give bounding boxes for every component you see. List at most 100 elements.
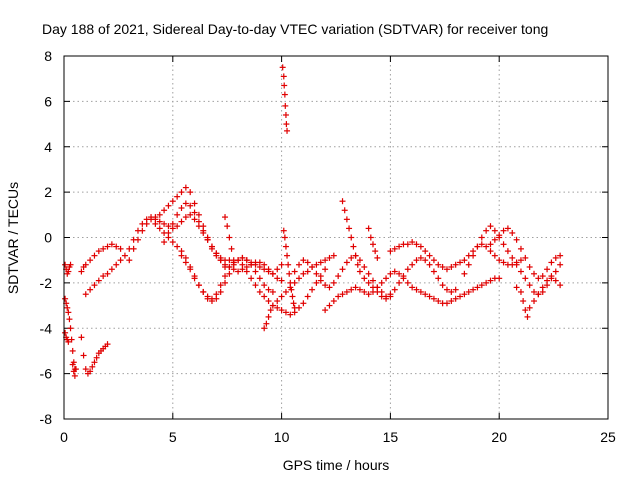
data-point	[535, 275, 542, 282]
data-point	[496, 275, 503, 282]
data-point	[470, 286, 477, 293]
data-point	[517, 268, 524, 275]
data-point	[117, 245, 124, 252]
data-point	[396, 243, 403, 250]
data-point	[365, 225, 372, 232]
data-point	[208, 295, 215, 302]
data-point	[148, 216, 155, 223]
data-point	[235, 268, 242, 275]
data-point	[169, 239, 176, 246]
data-point	[517, 288, 524, 295]
data-point	[435, 298, 442, 305]
chart-title: Day 188 of 2021, Sidereal Day-to-day VTE…	[42, 21, 548, 37]
data-point	[279, 64, 286, 71]
data-point	[256, 288, 263, 295]
data-point	[291, 268, 298, 275]
data-point	[430, 268, 437, 275]
data-point	[62, 295, 69, 302]
data-point	[281, 82, 288, 89]
data-point	[252, 282, 259, 289]
data-point	[65, 309, 72, 316]
data-point	[191, 216, 198, 223]
data-point	[413, 286, 420, 293]
data-point	[378, 279, 385, 286]
data-point	[352, 284, 359, 291]
data-point	[520, 298, 527, 305]
data-point	[69, 361, 76, 368]
data-point	[509, 229, 516, 236]
data-point	[72, 366, 79, 373]
data-point	[304, 293, 311, 300]
data-point	[139, 227, 146, 234]
data-point	[522, 275, 529, 282]
data-point	[269, 288, 276, 295]
data-point	[230, 266, 237, 273]
data-point	[243, 268, 250, 275]
data-point	[161, 239, 168, 246]
data-point	[343, 216, 350, 223]
x-tick-label: 20	[491, 429, 507, 445]
data-point	[226, 234, 233, 241]
data-point	[113, 243, 120, 250]
data-point	[174, 223, 181, 230]
data-point	[291, 304, 298, 311]
series-arc-21	[461, 223, 564, 298]
data-point	[280, 73, 287, 80]
data-point	[391, 245, 398, 252]
data-point	[443, 286, 450, 293]
data-point	[478, 234, 485, 241]
data-point	[452, 286, 459, 293]
data-point	[165, 202, 172, 209]
data-point	[65, 338, 72, 345]
data-point	[369, 284, 376, 291]
data-point	[439, 263, 446, 270]
data-point	[526, 304, 533, 311]
data-point	[343, 288, 350, 295]
y-tick-label: 2	[44, 184, 52, 200]
data-point	[443, 300, 450, 307]
data-point	[104, 341, 111, 348]
data-point	[195, 282, 202, 289]
x-tick-label: 0	[60, 429, 68, 445]
data-point	[100, 273, 107, 280]
data-point	[89, 363, 96, 370]
data-point	[182, 200, 189, 207]
data-point	[126, 257, 133, 264]
series-arc-11	[178, 252, 329, 318]
y-tick-label: -6	[40, 366, 53, 382]
data-point	[413, 241, 420, 248]
data-point	[230, 257, 237, 264]
data-point	[87, 286, 94, 293]
series-arc-5	[78, 334, 111, 377]
data-point	[169, 198, 176, 205]
data-point	[256, 259, 263, 266]
data-point	[228, 245, 235, 252]
data-point	[78, 334, 85, 341]
data-point	[487, 277, 494, 284]
data-point	[169, 220, 176, 227]
data-point	[165, 229, 172, 236]
data-point	[457, 293, 464, 300]
data-point	[284, 127, 291, 134]
data-point	[178, 205, 185, 212]
data-point	[435, 261, 442, 268]
data-point	[491, 236, 498, 243]
data-point	[448, 288, 455, 295]
data-point	[161, 207, 168, 214]
data-point	[372, 248, 379, 255]
y-tick-label: 4	[44, 139, 52, 155]
data-point	[152, 214, 159, 221]
data-point	[287, 279, 294, 286]
series-arc-1	[62, 261, 74, 277]
data-point	[239, 261, 246, 268]
data-point	[278, 293, 285, 300]
series-arc-12	[222, 214, 237, 264]
data-point	[313, 279, 320, 286]
data-point	[491, 227, 498, 234]
data-point	[282, 111, 289, 118]
data-point	[367, 234, 374, 241]
data-point	[487, 241, 494, 248]
data-point	[269, 302, 276, 309]
data-point	[287, 311, 294, 318]
data-point	[391, 286, 398, 293]
